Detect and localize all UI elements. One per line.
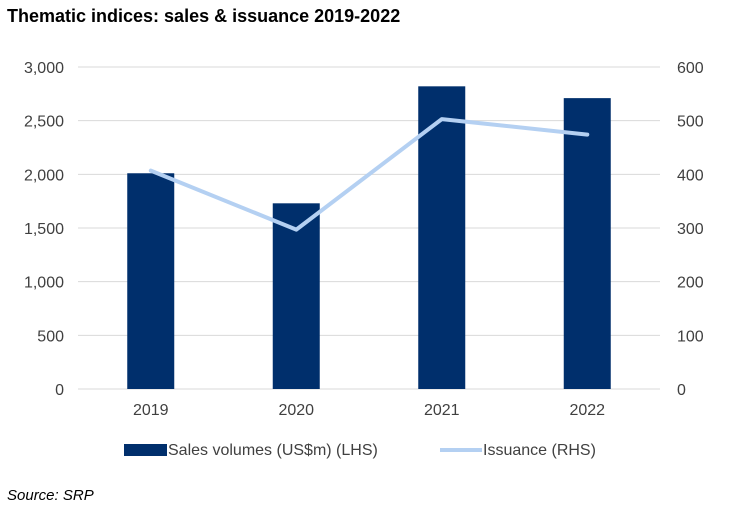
right-tick-label: 0 [677,382,686,399]
x-tick-label: 2021 [424,402,460,419]
combo-chart: 0 500 1,000 1,500 2,000 2,500 3,000 0 100 200 300… [24,60,704,459]
right-tick-label: 400 [677,167,704,184]
legend-label-sales: Sales volumes (US$m) (LHS) [168,442,378,459]
x-tick-label: 2022 [569,402,605,419]
issuance-point-2020 [295,229,297,231]
left-tick-label: 2,500 [24,114,64,131]
sales-bars [127,86,611,390]
left-tick-label: 500 [37,328,64,345]
right-tick-label: 200 [677,275,704,292]
legend-swatch-sales [124,444,167,456]
left-tick-label: 2,000 [24,167,64,184]
right-tick-label: 600 [677,60,704,77]
legend-label-issuance: Issuance (RHS) [483,442,596,459]
issuance-point-2022 [586,134,588,136]
sales-bar-2020 [272,203,320,389]
issuance-line [148,117,590,232]
left-tick-label: 1,000 [24,275,64,292]
left-axis-ticks: 0 500 1,000 1,500 2,000 2,500 3,000 [24,60,64,399]
right-axis-ticks: 0 100 200 300 400 500 600 [677,60,704,399]
legend: Sales volumes (US$m) (LHS) Issuance (RHS) [124,442,596,459]
left-tick-label: 0 [55,382,64,399]
x-axis-ticks: 2019 2020 2021 2022 [133,402,605,419]
left-tick-label: 1,500 [24,221,64,238]
right-tick-label: 100 [677,328,704,345]
right-tick-label: 500 [677,114,704,131]
sales-bar-2022 [563,98,611,390]
issuance-point-2019 [150,170,152,172]
source-note: Source: SRP [7,487,94,504]
x-tick-label: 2019 [133,402,169,419]
issuance-line-layer [148,117,590,232]
left-tick-label: 3,000 [24,60,64,77]
right-tick-label: 300 [677,221,704,238]
issuance-point-2021 [441,118,443,120]
x-tick-label: 2020 [278,402,314,419]
sales-bar-2021 [418,86,466,389]
chart-title: Thematic indices: sales & issuance 2019-… [7,6,401,26]
sales-bar-2019 [127,173,175,389]
